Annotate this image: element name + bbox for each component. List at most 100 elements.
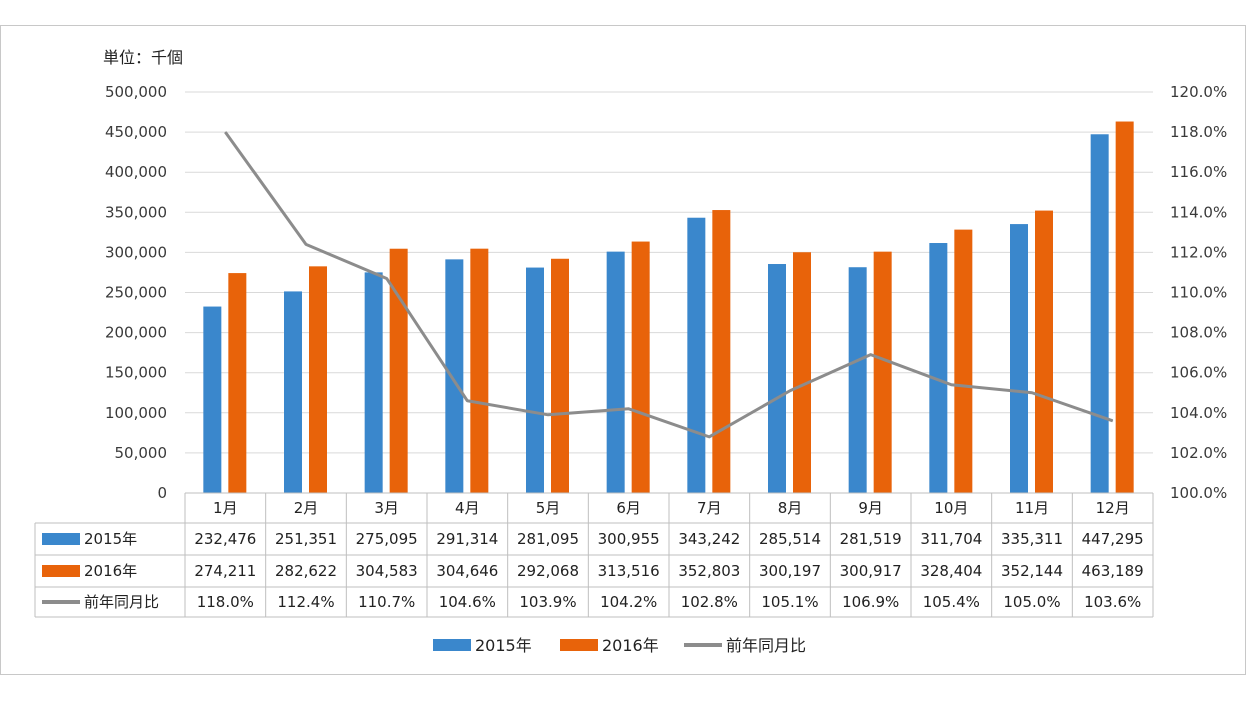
bar-2016年 [1115, 121, 1134, 493]
bar-2016年 [309, 266, 327, 493]
line-point [950, 384, 952, 386]
y-right-tick-label: 118.0% [1170, 123, 1227, 141]
bar-2016年 [631, 241, 650, 493]
x-tick-label: 1月 [213, 499, 238, 517]
bar-2016年 [873, 251, 892, 493]
bar-2016年 [954, 229, 973, 493]
table-legend-key [42, 533, 80, 545]
line-point [708, 436, 710, 438]
x-tick-label: 11月 [1015, 499, 1049, 517]
y-left-tick-label: 0 [157, 484, 167, 502]
bar-2016年 [470, 248, 489, 493]
line-point [224, 131, 226, 133]
table-cell-value: 300,197 [759, 562, 821, 580]
legend-label: 前年同月比 [726, 636, 806, 655]
y-left-tick-label: 450,000 [105, 123, 167, 141]
bar-2015年 [606, 251, 625, 493]
bar-2015年 [284, 291, 302, 493]
bar-2016年 [1035, 210, 1053, 493]
y-right-tick-label: 100.0% [1170, 484, 1227, 502]
x-tick-label: 4月 [455, 499, 480, 517]
y-right-tick-label: 108.0% [1170, 324, 1227, 342]
line-point [789, 390, 791, 392]
table-cell-value: 282,622 [275, 562, 337, 580]
bar-2015年 [364, 272, 383, 493]
table-series-name: 2015年 [84, 530, 137, 548]
table-cell-value: 304,583 [356, 562, 418, 580]
y-right-tick-label: 112.0% [1170, 243, 1227, 261]
y-right-tick-label: 114.0% [1170, 203, 1227, 221]
table-cell-value: 463,189 [1082, 562, 1144, 580]
y-left-tick-label: 150,000 [105, 364, 167, 382]
bar-2015年 [929, 243, 948, 493]
y-left-tick-label: 250,000 [105, 284, 167, 302]
bar-2015年 [687, 217, 706, 493]
table-series-name: 前年同月比 [84, 593, 159, 611]
table-cell-value: 103.9% [519, 593, 576, 611]
y-left-tick-label: 300,000 [105, 243, 167, 261]
table-cell-value: 291,314 [436, 530, 498, 548]
table-cell-value: 104.2% [600, 593, 657, 611]
y-right-tick-label: 104.0% [1170, 404, 1227, 422]
table-cell-value: 343,242 [678, 530, 740, 548]
x-tick-label: 3月 [374, 499, 399, 517]
table-series-name: 2016年 [84, 562, 137, 580]
table-cell-value: 102.8% [681, 593, 738, 611]
bar-2016年 [551, 258, 569, 493]
table-cell-value: 112.4% [277, 593, 334, 611]
table-cell-value: 300,955 [598, 530, 660, 548]
y-left-tick-label: 200,000 [105, 324, 167, 342]
bar-2016年 [389, 248, 408, 493]
table-cell-value: 274,211 [194, 562, 256, 580]
table-cell-value: 281,519 [840, 530, 902, 548]
x-tick-label: 6月 [616, 499, 641, 517]
table-cell-value: 104.6% [439, 593, 496, 611]
bar-2015年 [768, 264, 786, 493]
legend-label: 2015年 [475, 636, 532, 655]
bar-2016年 [712, 210, 731, 493]
table-cell-value: 313,516 [598, 562, 660, 580]
table-cell-value: 300,917 [840, 562, 902, 580]
table-cell-value: 103.6% [1084, 593, 1141, 611]
y-right-tick-label: 106.0% [1170, 364, 1227, 382]
y-right-tick-label: 116.0% [1170, 163, 1227, 181]
y-left-tick-label: 100,000 [105, 404, 167, 422]
table-cell-value: 106.9% [842, 593, 899, 611]
table-cell-value: 304,646 [436, 562, 498, 580]
table-cell-value: 105.4% [923, 593, 980, 611]
table-cell-value: 105.1% [761, 593, 818, 611]
line-point [628, 408, 630, 410]
table-cell-value: 118.0% [197, 593, 254, 611]
x-tick-label: 9月 [858, 499, 883, 517]
line-point [547, 414, 549, 416]
y-left-tick-label: 350,000 [105, 203, 167, 221]
line-point [870, 354, 872, 356]
table-cell-value: 285,514 [759, 530, 821, 548]
y-right-tick-label: 120.0% [1170, 83, 1227, 101]
table-cell-value: 352,144 [1001, 562, 1063, 580]
line-前年同月比 [224, 131, 1114, 439]
legend-key [433, 639, 471, 651]
bar-2016年 [228, 273, 247, 493]
table-cell-value: 328,404 [920, 562, 982, 580]
table-cell-value: 281,095 [517, 530, 579, 548]
table-cell-value: 110.7% [358, 593, 415, 611]
bar-2015年 [203, 306, 222, 493]
table-cell-value: 311,704 [920, 530, 982, 548]
line-point [466, 400, 468, 402]
x-tick-label: 8月 [778, 499, 803, 517]
legend-label: 2016年 [602, 636, 659, 655]
bar-2015年 [526, 267, 544, 493]
x-tick-label: 10月 [934, 499, 968, 517]
table-cell-value: 292,068 [517, 562, 579, 580]
unit-label: 単位：千個 [103, 48, 183, 67]
y-left-tick-label: 500,000 [105, 83, 167, 101]
table-cell-value: 251,351 [275, 530, 337, 548]
legend-key [560, 639, 598, 651]
y-left-tick-label: 50,000 [115, 444, 168, 462]
table-cell-value: 105.0% [1003, 593, 1060, 611]
table-cell-value: 352,803 [678, 562, 740, 580]
table-cell-value: 335,311 [1001, 530, 1063, 548]
table-cell-value: 447,295 [1082, 530, 1144, 548]
